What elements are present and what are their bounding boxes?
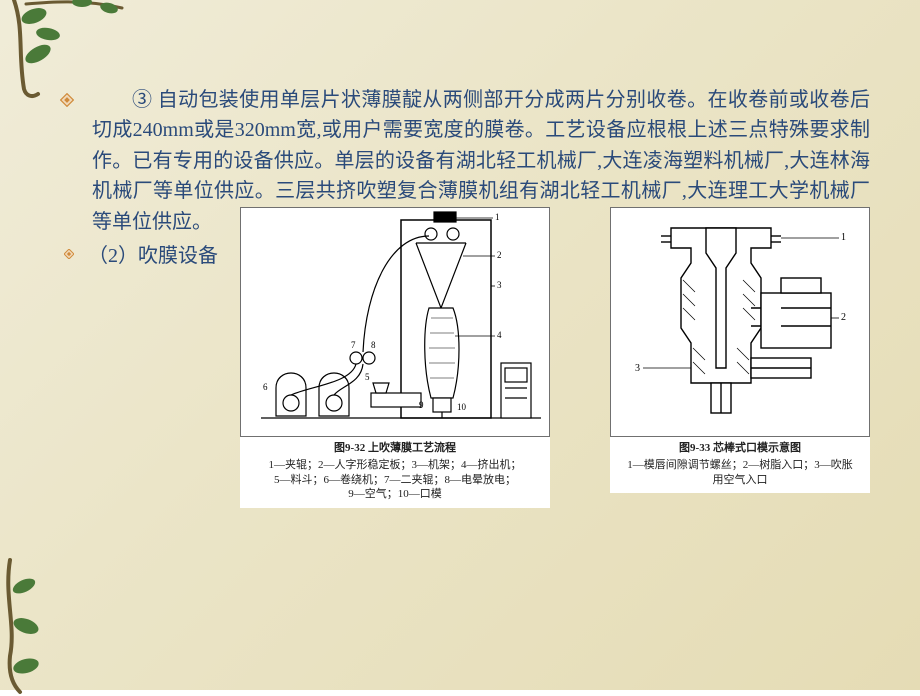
figure-9-32-caption: 图9-32 上吹薄膜工艺流程 1—夹辊；2—人字形稳定板；3—机架；4—挤出机；… [240,437,550,508]
caption-line: 1—夹辊；2—人字形稳定板；3—机架；4—挤出机； [244,458,546,473]
svg-text:2: 2 [497,250,502,260]
svg-text:7: 7 [351,340,356,350]
svg-text:3: 3 [497,280,502,290]
svg-text:1: 1 [841,232,846,243]
caption-line: 5—料斗；6—卷绕机；7—二夹辊；8—电晕放电； [244,473,546,488]
caption-line: 1—模唇间隙调节螺丝；2—树脂入口；3—吹胀 [614,458,866,473]
caption-line: 用空气入口 [614,473,866,488]
caption-title: 图9-32 上吹薄膜工艺流程 [244,441,546,456]
svg-text:6: 6 [263,382,268,392]
content-area: ③ 自动包装使用单层片状薄膜靛从两侧部开分成两片分别收卷。在收卷前或收卷后切成2… [0,0,920,657]
svg-text:8: 8 [371,340,376,350]
svg-text:4: 4 [497,330,502,340]
diamond-bullet-icon [60,93,74,107]
svg-text:10: 10 [457,402,467,412]
svg-text:9: 9 [419,400,424,410]
svg-text:5: 5 [365,372,370,382]
svg-text:2: 2 [841,312,846,323]
svg-text:3: 3 [635,363,640,374]
diamond-bullet-icon [64,249,74,259]
svg-text:1: 1 [495,212,500,222]
caption-line: 9—空气；10—口模 [244,487,546,502]
figure-9-33: 1 2 3 图9-33 芯棒式口模示意图 1—模唇间隙调节螺丝；2—树脂入口；3… [610,207,870,494]
figure-9-32-diagram: 1 2 3 4 5 6 7 8 9 10 [240,207,550,437]
subheading-text: （2）吹膜设备 [88,241,218,271]
figure-9-32: 1 2 3 4 5 6 7 8 9 10 图9-32 上吹薄膜工艺流程 1—夹辊… [240,207,550,508]
figure-9-33-diagram: 1 2 3 [610,207,870,437]
figures-area: 1 2 3 4 5 6 7 8 9 10 图9-32 上吹薄膜工艺流程 1—夹辊… [60,277,870,637]
figure-9-33-caption: 图9-33 芯棒式口模示意图 1—模唇间隙调节螺丝；2—树脂入口；3—吹胀 用空… [610,437,870,494]
caption-title: 图9-33 芯棒式口模示意图 [614,441,866,456]
